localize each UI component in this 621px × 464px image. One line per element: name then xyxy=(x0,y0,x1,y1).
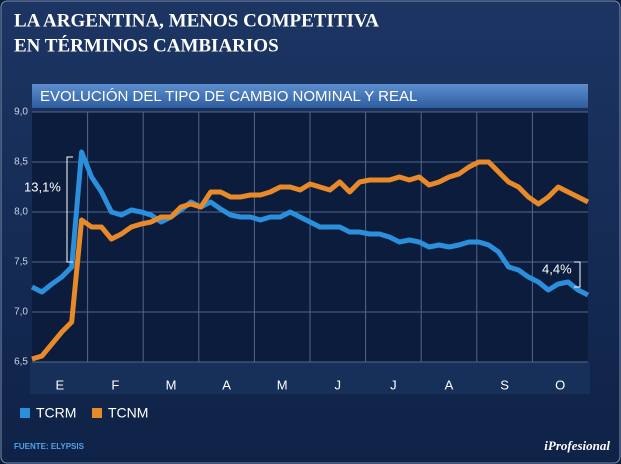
x-tick-label: F xyxy=(111,377,119,392)
y-tick-label: 8,5 xyxy=(14,157,28,168)
bracket xyxy=(574,261,581,288)
source: FUENTE: ELYPSIS xyxy=(14,442,85,451)
legend-swatch xyxy=(20,408,30,418)
bracket xyxy=(66,156,73,263)
line xyxy=(30,149,590,298)
y-tick-label: 9,0 xyxy=(14,107,28,118)
chart-subtitle: EVOLUCIÓN DEL TIPO DE CAMBIO NOMINAL Y R… xyxy=(40,88,417,105)
y-tick-label: 8,0 xyxy=(14,207,28,218)
x-tick-label: A xyxy=(445,377,454,392)
annotation: 4,4% xyxy=(542,261,572,276)
x-tick-label: A xyxy=(222,377,231,392)
subtitle-band xyxy=(32,84,588,108)
x-tick-label: J xyxy=(335,377,342,392)
y-tick-label: 7,5 xyxy=(14,257,28,268)
x-tick-label: O xyxy=(555,377,565,392)
y-tick-label: 7,0 xyxy=(14,307,28,318)
line xyxy=(31,159,590,362)
y-tick-label: 6,5 xyxy=(14,357,28,368)
x-axis-band xyxy=(30,362,590,394)
chart-title: LA ARGENTINA, MENOS COMPETITIVA xyxy=(14,10,379,31)
legend-label: TCRM xyxy=(36,405,76,421)
x-tick-label: J xyxy=(390,377,397,392)
x-tick-label: S xyxy=(500,377,509,392)
logo: iProfesional xyxy=(544,438,610,453)
x-tick-label: M xyxy=(166,377,177,392)
chart-title: EN TÉRMINOS CAMBIARIOS xyxy=(14,34,279,56)
brackets xyxy=(66,156,581,288)
x-tick-label: E xyxy=(55,377,64,392)
x-tick-label: M xyxy=(277,377,288,392)
legend-swatch xyxy=(92,408,102,418)
legend-label: TCNM xyxy=(108,405,148,421)
annotation: 13,1% xyxy=(24,179,61,194)
